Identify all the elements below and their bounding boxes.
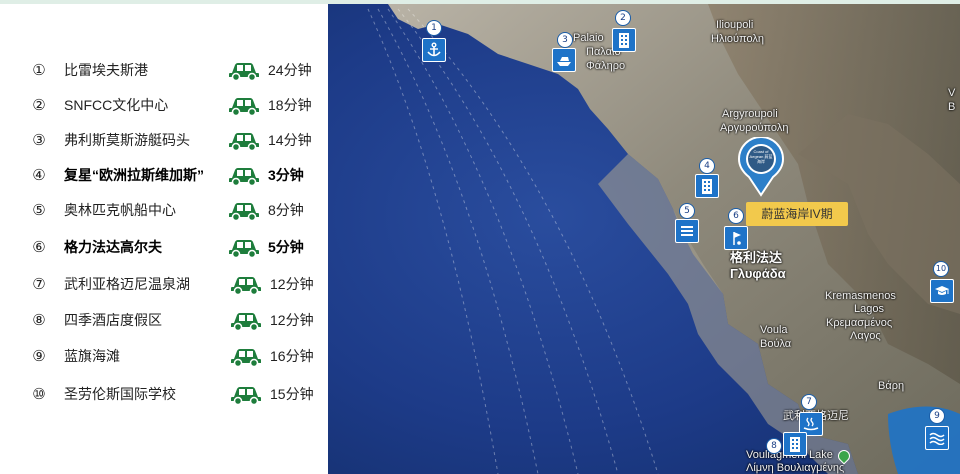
item-time: 3分钟 [268,167,304,183]
list-item: ② SNFCC文化中心 18分钟 [0,87,328,123]
golf-icon [724,226,748,250]
place-label: Κρεμασμένος [826,317,893,329]
anchor-icon [422,38,446,62]
car-icon [231,387,261,405]
item-number: ⑧ [32,311,46,329]
building-icon [695,174,719,198]
travel-time-list: ① 比雷埃夫斯港 24分钟 ② SNFCC文化中心 18分钟 ③ 弗利斯莫斯游艇… [0,4,328,474]
item-time: 24分钟 [268,62,312,78]
map-background [328,4,960,474]
car-icon [231,349,261,367]
item-name: 蓝旗海滩 [64,348,120,364]
place-label: Kremasmenos [825,290,896,302]
car-icon [231,277,261,295]
pin-logo-text: Coast of Aegean 蔚蓝海岸 [749,149,773,164]
marker-number: 4 [699,158,715,174]
item-name: 武利亚格迈尼温泉湖 [64,276,190,292]
item-time: 15分钟 [270,386,314,402]
item-time: 14分钟 [268,132,312,148]
spa-icon [799,412,823,436]
item-time: 16分钟 [270,348,314,364]
item-name: 复星“欧洲拉斯维加斯” [64,167,204,183]
list-item: ⑨ 蓝旗海滩 16分钟 [0,338,328,374]
car-icon [229,98,259,116]
place-label: V [948,87,956,99]
satellite-map[interactable]: Palaio Παλαιό Φάληρο Ilioupoli Ηλιούπολη… [328,4,960,474]
car-icon [229,168,259,186]
item-time: 18分钟 [268,97,312,113]
place-label: Αργυρούπολη [720,122,789,134]
item-name: 圣劳伦斯国际学校 [64,386,176,402]
place-label: Φάληρο [586,60,626,72]
marker-number: 7 [801,394,817,410]
marker-number: 10 [933,261,949,277]
place-label: Ilioupoli [716,19,754,31]
place-label: Argyroupoli [722,108,778,120]
car-icon [229,203,259,221]
car-icon [229,63,259,81]
marker-number: 6 [728,208,744,224]
place-label: Voula [760,324,788,336]
item-name: 奥林匹克帆船中心 [64,202,176,218]
item-number: ② [32,96,46,114]
item-number: ⑦ [32,275,46,293]
list-item: ① 比雷埃夫斯港 24分钟 [0,52,328,88]
item-time: 5分钟 [268,239,304,255]
item-number: ⑩ [32,385,46,403]
list-item: ③ 弗利斯莫斯游艇码头 14分钟 [0,122,328,158]
car-icon [231,313,261,331]
map-pin-icon[interactable]: Coast of Aegean 蔚蓝海岸 [735,136,787,197]
place-label: Palaio [573,32,604,44]
marker-number: 9 [929,408,945,424]
marker-number: 1 [426,20,442,36]
item-number: ④ [32,166,46,184]
marker-number: 3 [557,32,573,48]
item-number: ③ [32,131,46,149]
place-label: Λίμνη Βουλιαγμένης [746,462,845,474]
item-name: 四季酒店度假区 [64,312,162,328]
place-label: Ηλιούπολη [711,33,764,45]
item-number: ⑨ [32,347,46,365]
list-item: ⑦ 武利亚格迈尼温泉湖 12分钟 [0,266,328,302]
list-item: ⑩ 圣劳伦斯国际学校 15分钟 [0,376,328,412]
car-icon [229,240,259,258]
item-time: 12分钟 [270,276,314,292]
building-icon [612,28,636,52]
wave-icon [925,426,949,450]
item-name: 格力法达高尔夫 [64,239,162,255]
item-name: 弗利斯莫斯游艇码头 [64,132,190,148]
car-icon [229,133,259,151]
place-label: Παλαιό [586,46,621,58]
item-time: 8分钟 [268,202,304,218]
place-label: 格利法达 [730,250,783,265]
place-label: Βούλα [760,338,792,350]
building-icon [783,432,807,456]
top-strip [0,0,960,4]
project-label[interactable]: 蔚蓝海岸IV期 [746,202,848,226]
marker-number: 8 [766,438,782,454]
list-item: ⑥ 格力法达高尔夫 5分钟 [0,229,328,265]
list-item: ④ 复星“欧洲拉斯维加斯” 3分钟 [0,157,328,193]
item-number: ⑥ [32,238,46,256]
place-label: Lagos [854,303,884,315]
yacht-icon [552,48,576,72]
graduation-cap-icon [930,279,954,303]
list-item: ⑧ 四季酒店度假区 12分钟 [0,302,328,338]
item-name: 比雷埃夫斯港 [64,62,148,78]
item-number: ⑤ [32,201,46,219]
item-name: SNFCC文化中心 [64,97,169,113]
list-item: ⑤ 奥林匹克帆船中心 8分钟 [0,192,328,228]
place-label: Βάρη [878,380,905,392]
place-label: Γλυφάδα [730,266,786,281]
place-label: Λαγος [850,330,881,342]
item-time: 12分钟 [270,312,314,328]
sailboat-icon [675,219,699,243]
place-label: Β [948,101,956,113]
item-number: ① [32,61,46,79]
marker-number: 2 [615,10,631,26]
marker-number: 5 [679,203,695,219]
